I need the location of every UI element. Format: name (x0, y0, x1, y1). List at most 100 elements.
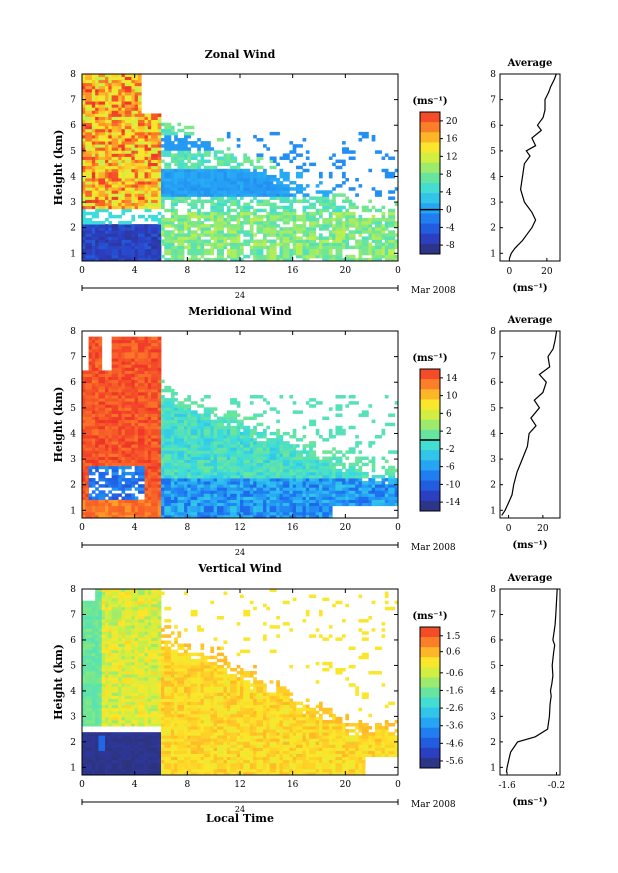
zonal-heatmap-cell (180, 128, 185, 133)
meridional-heatmap-cell (124, 364, 129, 368)
meridional-heatmap-cell (151, 468, 155, 473)
meridional-heatmap-cell (114, 447, 119, 451)
zonal-heatmap-cell (82, 141, 86, 145)
zonal-heatmap-cell (82, 224, 86, 228)
zonal-heatmap-cell (82, 217, 86, 222)
zonal-heatmap-cell (295, 174, 300, 179)
zonal-heatmap-cell (151, 242, 155, 247)
meridional-heatmap-cell (134, 404, 139, 408)
meridional-heatmap-cell (161, 395, 165, 399)
zonal-heatmap-cell (128, 196, 132, 200)
zonal-heatmap-cell (114, 251, 119, 256)
zonal-heatmap-cell (121, 236, 126, 240)
zonal-heatmap-cell (91, 224, 96, 228)
zonal-heatmap-cell (193, 153, 198, 157)
meridional-heatmap-cell (98, 514, 103, 519)
zonal-heatmap-cell (249, 221, 254, 225)
zonal-heatmap-cell (131, 224, 136, 228)
zonal-heatmap-cell (111, 104, 116, 108)
zonal-heatmap-cell (345, 221, 350, 225)
zonal-heatmap-cell (141, 159, 145, 164)
zonal-heatmap-cell (118, 174, 122, 179)
zonal-heatmap-cell (128, 138, 132, 142)
zonal-heatmap-cell (121, 76, 126, 81)
meridional-heatmap-cell (91, 447, 96, 451)
zonal-heatmap-cell (124, 153, 129, 157)
zonal-heatmap-cell (187, 153, 192, 157)
zonal-heatmap-cell (157, 153, 162, 157)
zonal-heatmap-cell (85, 227, 89, 231)
meridional-heatmap-cell (105, 391, 109, 396)
zonal-heatmap-cell (121, 122, 126, 127)
meridional-heatmap-cell (85, 431, 89, 436)
zonal-heatmap-cell (361, 134, 366, 139)
zonal-heatmap-cell (213, 230, 218, 234)
meridional-heatmap-cell (82, 407, 86, 411)
meridional-heatmap-cell (151, 416, 155, 421)
meridional-title: Meridional Wind (188, 305, 292, 318)
meridional-heatmap-cell (197, 419, 201, 424)
meridional-heatmap-cell (131, 462, 136, 467)
zonal-heatmap-cell (161, 233, 165, 237)
meridional-heatmap-cell (88, 508, 93, 513)
zonal-average-ytick-label: 8 (490, 70, 496, 80)
meridional-heatmap-cell (114, 404, 119, 408)
zonal-heatmap-cell (111, 251, 116, 256)
meridional-heatmap-cell (157, 471, 162, 476)
zonal-heatmap-cell (118, 199, 122, 203)
zonal-heatmap-cell (91, 159, 96, 164)
zonal-heatmap-cell (253, 254, 257, 259)
zonal-heatmap-cell (174, 211, 178, 216)
zonal-heatmap-cell (279, 168, 284, 173)
zonal-heatmap-cell (187, 190, 192, 194)
zonal-heatmap-cell (371, 245, 376, 250)
meridional-heatmap-cell (118, 398, 122, 402)
zonal-heatmap-cell (147, 144, 152, 148)
zonal-heatmap-cell (105, 98, 109, 102)
zonal-heatmap-cell (154, 233, 159, 237)
zonal-heatmap-cell (210, 233, 215, 237)
zonal-heatmap-cell (88, 171, 93, 176)
zonal-heatmap-cell (170, 174, 175, 179)
meridional-heatmap-cell (141, 505, 145, 510)
zonal-heatmap-cell (154, 251, 159, 256)
zonal-heatmap-cell (200, 254, 205, 259)
meridional-heatmap-cell (85, 376, 89, 381)
zonal-heatmap-cell (207, 230, 211, 234)
zonal-heatmap-cell (167, 245, 172, 250)
zonal-heatmap-cell (174, 156, 178, 160)
zonal-heatmap-cell (263, 202, 267, 207)
zonal-heatmap-cell (302, 217, 307, 222)
zonal-heatmap-cell (233, 190, 238, 194)
meridional-heatmap-cell (121, 355, 126, 359)
zonal-heatmap-cell (144, 205, 149, 210)
meridional-heatmap-cell (82, 435, 86, 439)
zonal-heatmap-cell (342, 147, 346, 151)
meridional-heatmap-cell (121, 410, 126, 414)
zonal-heatmap-cell (207, 233, 211, 237)
meridional-heatmap-cell (144, 370, 149, 374)
zonal-heatmap-cell (147, 245, 152, 250)
meridional-heatmap-cell (88, 438, 93, 442)
zonal-heatmap-cell (216, 202, 221, 207)
zonal-heatmap-cell (378, 193, 382, 197)
zonal-heatmap-cell (187, 202, 192, 207)
zonal-heatmap-cell (147, 134, 152, 139)
zonal-heatmap-cell (240, 257, 244, 262)
zonal-heatmap-cell (394, 254, 399, 259)
meridional-heatmap-cell (147, 499, 152, 504)
zonal-heatmap-cell (111, 134, 116, 139)
meridional-heatmap-cell (85, 474, 89, 479)
meridional-heatmap-cell (88, 370, 93, 374)
meridional-heatmap-cell (187, 511, 192, 516)
meridional-heatmap-cell (167, 493, 172, 497)
meridional-heatmap-cell (151, 490, 155, 494)
meridional-heatmap-cell (111, 358, 116, 362)
meridional-heatmap-cell (88, 376, 93, 381)
zonal-colorbar-segment (420, 112, 440, 123)
zonal-heatmap-cell (164, 196, 168, 200)
zonal-heatmap-cell (154, 165, 159, 170)
zonal-heatmap-cell (230, 239, 234, 243)
meridional-heatmap-cell (193, 487, 198, 491)
zonal-heatmap-cell (226, 217, 231, 222)
